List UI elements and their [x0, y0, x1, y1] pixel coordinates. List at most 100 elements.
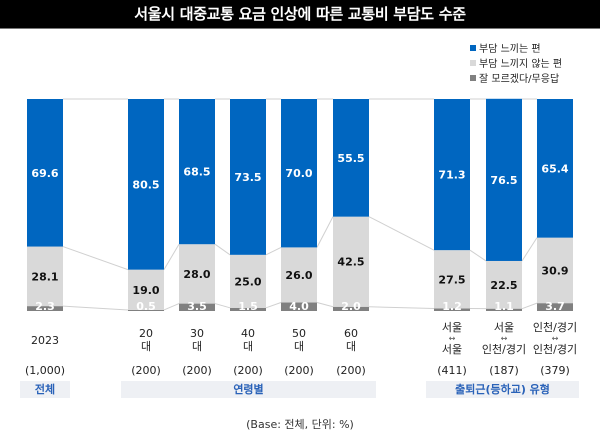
connector-line-dont-know	[316, 302, 334, 308]
bar-segment-burden	[486, 98, 522, 261]
footnote: (Base: 전체, 단위: %)	[246, 418, 354, 431]
category-label-line: 50	[292, 327, 306, 340]
data-label: 73.5	[234, 171, 261, 184]
base-count: (200)	[284, 364, 314, 377]
category-label-line: 대	[140, 340, 152, 353]
arrow-icon: ↔	[500, 334, 508, 343]
category-label-line: 대	[242, 340, 254, 353]
bar-segment-dont-know	[486, 308, 522, 311]
data-label: 80.5	[132, 178, 159, 191]
bar-segment-no-burden	[230, 254, 266, 308]
category-label-line: 대	[293, 340, 305, 353]
category-label: 2023	[0, 334, 90, 347]
bar-segment-dont-know	[27, 306, 63, 311]
data-label: 69.6	[31, 167, 58, 180]
arrow-icon: ↔	[448, 334, 456, 343]
bar-segment-dont-know	[128, 309, 164, 311]
data-label: 26.0	[285, 269, 312, 282]
category-label-line: 대	[345, 340, 357, 353]
category-label: 40 대	[203, 327, 293, 353]
category-label: 60 대	[306, 327, 396, 353]
bar-segment-burden	[537, 99, 573, 238]
category-label: 서울 ↔ 서울	[407, 321, 497, 356]
legend: 부담 느끼는 편 부담 느끼지 않는 편 잘 모르겠다/무응답	[470, 42, 562, 87]
category-label: 30 대	[152, 327, 242, 353]
data-label: 4.0	[289, 300, 309, 313]
bar-segment-no-burden	[179, 244, 215, 304]
legend-swatch-dont-know	[470, 75, 476, 81]
chart-title: 서울시 대중교통 요금 인상에 따른 교통비 부담도 수준	[0, 0, 600, 29]
category-label-line: 2023	[31, 334, 59, 347]
bar-segment-burden	[179, 99, 215, 245]
data-label: 71.3	[438, 169, 465, 182]
group-label: 전체	[20, 381, 70, 398]
arrow-icon: ↔	[551, 334, 559, 343]
legend-item: 부담 느끼는 편	[470, 42, 562, 57]
data-label: 1.5	[238, 300, 258, 313]
data-label: 42.5	[337, 256, 364, 269]
base-count: (200)	[182, 364, 212, 377]
base-count: (411)	[437, 364, 467, 377]
category-label-line: 서울	[441, 321, 463, 334]
category-label-line: 인천/경기	[532, 343, 578, 356]
bar-segment-burden	[128, 99, 164, 270]
data-label: 2.3	[35, 300, 55, 313]
category-label-line: 40	[241, 327, 255, 340]
bar-segment-dont-know	[333, 306, 369, 311]
connector-line-burden	[163, 243, 180, 270]
bar-segment-no-burden	[434, 250, 470, 309]
data-label: 3.5	[187, 300, 207, 313]
connector-line-burden	[368, 216, 435, 251]
data-label: 22.5	[490, 279, 517, 292]
bar-segment-dont-know	[179, 303, 215, 311]
bar-segment-burden	[230, 99, 266, 255]
bar-segment-burden	[281, 99, 317, 248]
category-label: 20 대	[101, 327, 191, 353]
category-label-line: 20	[139, 327, 153, 340]
data-label: 28.1	[31, 270, 58, 283]
legend-swatch-burden	[470, 45, 476, 51]
category-label-line: 인천/경기	[481, 343, 527, 356]
legend-swatch-no-burden	[470, 60, 476, 66]
legend-item: 잘 모르겠다/무응답	[470, 72, 562, 87]
data-label: 19.0	[132, 284, 159, 297]
category-label: 50 대	[254, 327, 344, 353]
connector-line-dont-know	[62, 305, 129, 311]
connector-line-burden	[265, 246, 282, 256]
category-label-line: 인천/경기	[532, 321, 578, 334]
base-count: (200)	[131, 364, 161, 377]
legend-item: 부담 느끼지 않는 편	[470, 57, 562, 72]
group-label: 연령별	[121, 381, 376, 398]
bar-segment-no-burden	[537, 237, 573, 304]
bar-segment-no-burden	[128, 269, 164, 310]
bar-segment-dont-know	[281, 302, 317, 311]
data-label: 2.0	[341, 300, 361, 313]
bar-segment-dont-know	[230, 307, 266, 311]
data-label: 55.5	[337, 152, 364, 165]
base-count: (1,000)	[24, 364, 66, 377]
bar-segment-dont-know	[434, 308, 470, 311]
connector-line-dont-know	[265, 302, 282, 309]
bar-segment-burden	[434, 99, 470, 251]
data-label: 1.2	[442, 300, 462, 313]
connector-line-dont-know	[163, 303, 180, 311]
data-label: 65.4	[541, 162, 568, 175]
data-label: 27.5	[438, 273, 465, 286]
category-label-line: 60	[344, 327, 358, 340]
connector-line-burden	[214, 243, 231, 256]
connector-line-burden	[469, 249, 487, 262]
legend-label: 잘 모르겠다/무응답	[479, 74, 560, 85]
data-label: 76.5	[490, 174, 517, 187]
data-label: 28.0	[183, 268, 210, 281]
bar-segment-no-burden	[333, 216, 369, 307]
base-count: (200)	[233, 364, 263, 377]
bar-segment-burden	[333, 99, 369, 217]
data-label: 3.7	[545, 300, 565, 313]
category-label-line: 서울	[493, 321, 515, 334]
legend-label: 부담 느끼는 편	[479, 44, 541, 55]
data-label: 1.1	[494, 300, 514, 313]
data-label: 30.9	[541, 264, 568, 277]
category-label: 인천/경기 ↔ 인천/경기	[510, 321, 600, 356]
connector-line-dont-know	[368, 306, 435, 309]
